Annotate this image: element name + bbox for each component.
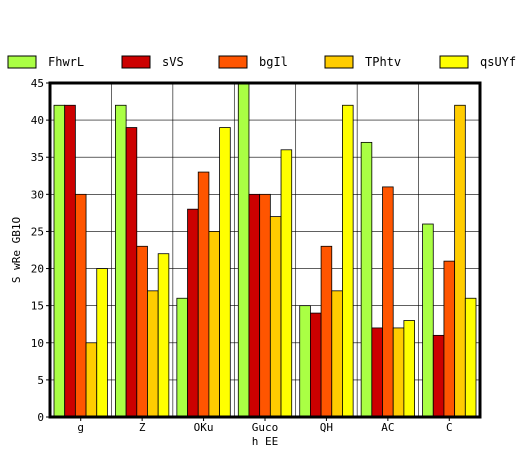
bar-TPhtv-C [454,104,466,418]
bar-sVS-Guco [248,193,261,418]
bar-bgIl-Guco [259,193,271,418]
x-tick-label: QH [320,421,333,434]
legend: FhwrL sVS bgIl TPhtv qsUYf [7,55,516,69]
y-axis-ticks: 0 5 10 15 20 25 30 35 40 45 [31,77,50,424]
bar-TPhtv-OKu [208,231,221,418]
y-tick-label: 20 [31,263,44,276]
bar-qsUYf-OKu [219,127,231,418]
plot-frame [48,81,482,419]
y-axis-label: S wRe GB1O [10,217,23,283]
y-tick-label: 35 [31,151,44,164]
bar-FhwrL-g [53,104,66,418]
x-tick-label: OKu [194,421,214,434]
legend-label: TPhtv [365,55,401,69]
bar-sVS-g [64,104,76,418]
bar-FhwrL-C [422,223,434,418]
bar-FhwrL-QH [299,305,311,418]
x-axis-ticks: g Z OKu Guco QH AC C [77,417,453,434]
bar-bgIl-OKu [197,171,210,418]
x-tick-label: g [77,421,84,434]
y-tick-label: 45 [31,77,44,90]
bar-qsUYf-Z [157,253,170,418]
y-tick-label: 30 [31,188,44,201]
y-tick-label: 0 [37,411,44,424]
y-tick-label: 25 [31,225,44,238]
bar-sVS-OKu [187,208,199,418]
bars [53,82,477,418]
legend-swatch [218,55,248,69]
bar-TPhtv-AC [392,327,405,418]
legend-swatch [121,55,151,69]
bar-bgIl-QH [320,245,333,418]
y-tick-label: 10 [31,337,44,350]
bar-qsUYf-QH [342,104,354,418]
bar-qsUYf-g [96,268,108,418]
bar-bgIl-g [74,193,87,418]
legend-label: bgIl [259,55,288,69]
legend-label: sVS [162,55,184,69]
bar-qsUYf-Guco [280,149,293,418]
bar-FhwrL-OKu [176,297,188,418]
legend-label: qsUYf [480,55,516,69]
y-tick-label: 40 [31,114,44,127]
bar-TPhtv-Guco [269,216,282,418]
bar-TPhtv-Z [147,290,159,418]
x-axis-label: h EE [252,435,279,448]
bar-FhwrL-Guco [237,82,250,418]
bar-sVS-AC [371,327,383,418]
legend-swatch [439,55,469,69]
y-tick-label: 15 [31,300,44,313]
legend-swatch [7,55,37,69]
x-tick-label: Guco [252,421,279,434]
x-tick-label: C [446,421,453,434]
bar-FhwrL-AC [360,141,373,418]
y-tick-label: 5 [37,374,44,387]
bar-qsUYf-C [464,297,477,418]
bar-FhwrL-Z [115,104,127,418]
bar-sVS-Z [125,127,138,418]
bar-TPhtv-QH [331,290,343,418]
legend-swatch [324,55,354,69]
bar-TPhtv-g [85,342,98,418]
x-tick-label: AC [381,421,394,434]
x-tick-label: Z [139,421,146,434]
bar-sVS-QH [309,312,322,418]
legend-label: FhwrL [48,55,84,69]
bar-bgIl-C [443,260,456,418]
bar-bgIl-Z [136,245,148,418]
bar-qsUYf-AC [403,320,415,418]
bar-sVS-C [432,334,445,418]
bar-bgIl-AC [382,186,394,418]
